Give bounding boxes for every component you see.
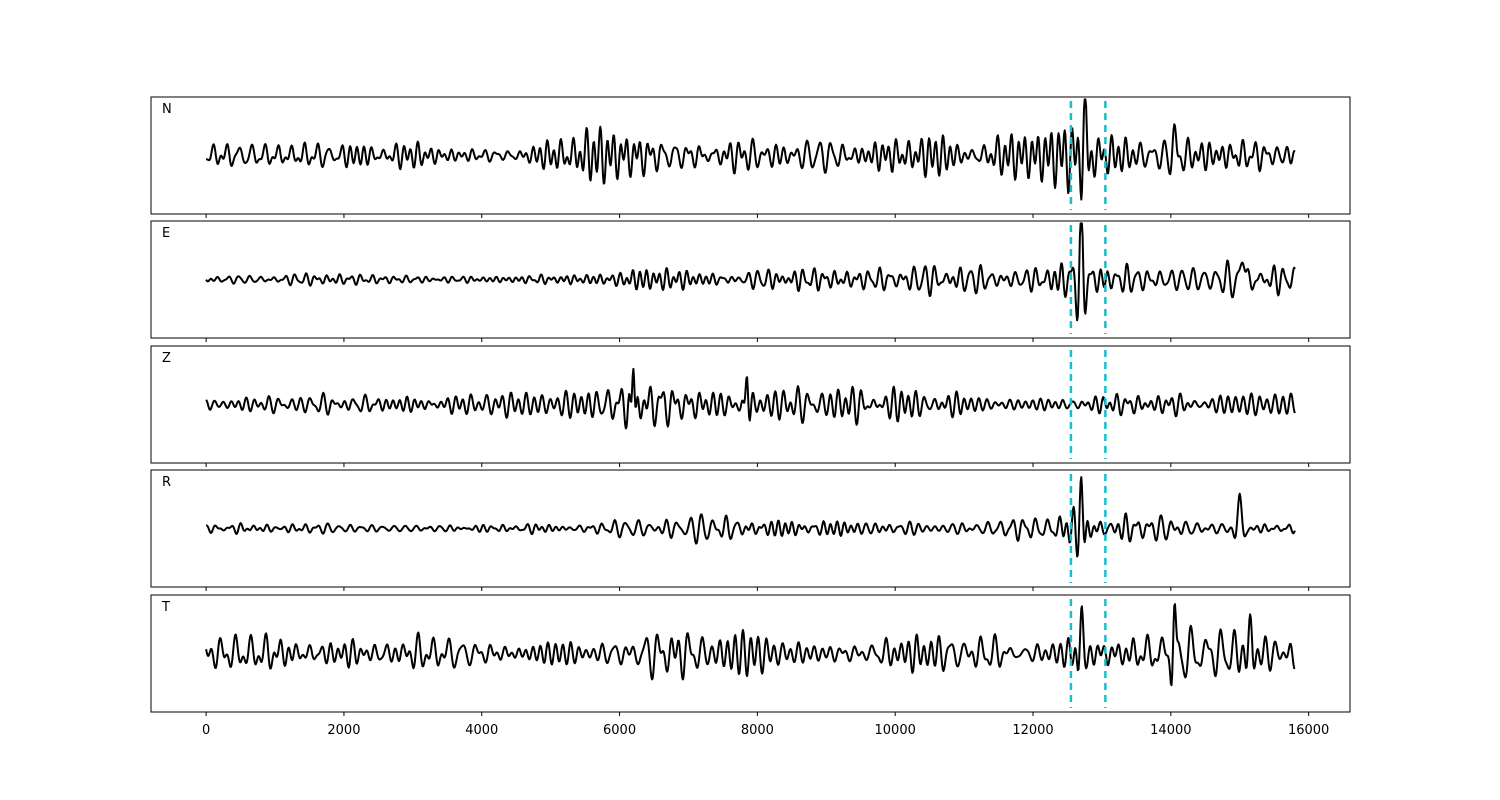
panel-frame-t — [150, 594, 1351, 713]
panel-label-n: N — [162, 102, 172, 117]
x-tick-label: 0 — [202, 723, 210, 738]
trace-z — [205, 367, 1296, 430]
trace-t — [205, 603, 1296, 687]
panel-r: R — [150, 469, 1351, 591]
x-tick-label: 4000 — [465, 723, 498, 738]
trace-n — [205, 98, 1296, 201]
panel-frame-e — [150, 220, 1351, 339]
x-tick-label: 14000 — [1150, 723, 1191, 738]
panels-group: N E Z R T — [150, 96, 1351, 716]
x-tick-label: 12000 — [1012, 723, 1053, 738]
x-axis: 0 2000 4000 6000 8000 10000 12000 14000 16000 — [202, 723, 1329, 738]
panel-frame-r — [150, 469, 1351, 588]
panel-frame-z — [150, 345, 1351, 464]
x-tick-label: 8000 — [741, 723, 774, 738]
x-tick-label: 2000 — [327, 723, 360, 738]
panel-label-t: T — [161, 600, 170, 615]
panel-label-e: E — [162, 226, 170, 241]
panel-label-z: Z — [162, 351, 171, 366]
panel-z: Z — [150, 345, 1351, 467]
panel-frame-n — [150, 96, 1351, 215]
trace-e — [205, 222, 1296, 322]
x-tick-label: 10000 — [875, 723, 916, 738]
trace-r — [205, 476, 1296, 558]
panel-t: T — [150, 594, 1351, 716]
panel-e: E — [150, 220, 1351, 342]
x-tick-label: 6000 — [603, 723, 636, 738]
panel-n: N — [150, 96, 1351, 218]
x-tick-label: 16000 — [1288, 723, 1329, 738]
panel-label-r: R — [162, 475, 171, 490]
